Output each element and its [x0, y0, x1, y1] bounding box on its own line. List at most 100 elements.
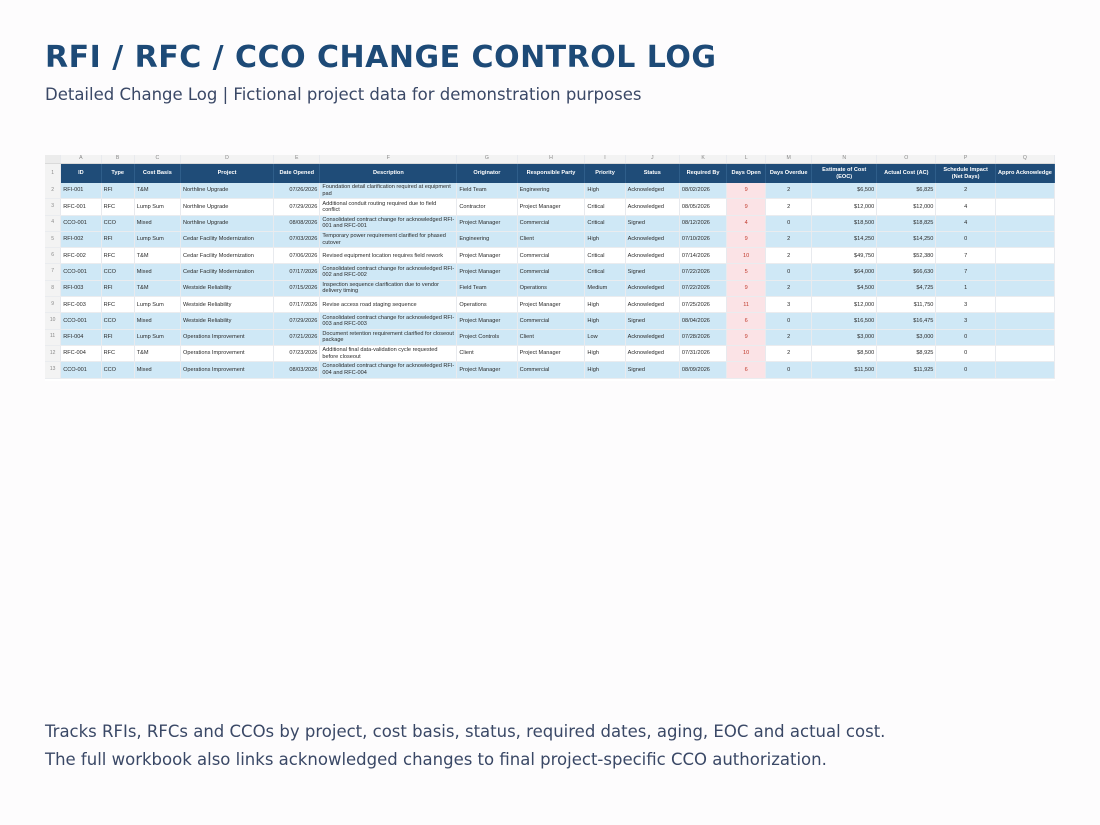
cell-approval[interactable]	[995, 183, 1055, 200]
cell-description[interactable]: Inspection sequence clarification due to…	[319, 279, 458, 298]
cell-status[interactable]: Signed	[625, 215, 680, 232]
cell-originator[interactable]: Project Controls	[456, 328, 518, 346]
cell-required-by[interactable]: 07/10/2026	[679, 230, 728, 249]
cell-date-opened[interactable]: 08/03/2026	[273, 361, 321, 379]
cell-cost-basis[interactable]: Mixed	[134, 312, 182, 330]
cell-approval[interactable]	[995, 361, 1055, 379]
cell-required-by[interactable]: 07/28/2026	[679, 328, 728, 346]
cell-responsible-party[interactable]: Client	[517, 230, 586, 249]
cell-originator[interactable]: Project Manager	[456, 263, 518, 281]
cell-eoc[interactable]: $18,500	[811, 215, 878, 232]
table-row[interactable]: 11 RFI-004 RFI Lump Sum Operations Improveme…	[45, 328, 1055, 346]
column-header-id[interactable]: ID	[60, 163, 102, 183]
cell-eoc[interactable]: $49,750	[811, 247, 878, 265]
column-header-date-opened[interactable]: Date Opened	[273, 163, 321, 183]
cell-schedule-impact[interactable]: 3	[935, 296, 996, 314]
cell-priority[interactable]: High	[584, 183, 626, 200]
cell-eoc[interactable]: $14,250	[811, 230, 878, 249]
cell-days-open[interactable]: 10	[726, 345, 767, 363]
cell-type[interactable]: CCO	[101, 215, 135, 232]
cell-days-open[interactable]: 6	[726, 361, 767, 379]
column-letter[interactable]: F	[319, 155, 458, 164]
cell-status[interactable]: Acknowledged	[625, 183, 680, 200]
cell-type[interactable]: RFI	[101, 328, 135, 346]
cell-responsible-party[interactable]: Commercial	[517, 312, 586, 330]
cell-description[interactable]: Consolidated contract change for acknowl…	[319, 215, 458, 232]
row-number[interactable]: 8	[45, 279, 62, 298]
cell-priority[interactable]: High	[584, 230, 626, 249]
cell-actual-cost[interactable]: $14,250	[876, 230, 937, 249]
cell-actual-cost[interactable]: $3,000	[876, 328, 937, 346]
cell-days-overdue[interactable]: 2	[765, 230, 813, 249]
cell-cost-basis[interactable]: Mixed	[134, 263, 182, 281]
row-number[interactable]: 11	[45, 328, 62, 346]
cell-days-open[interactable]: 5	[726, 263, 767, 281]
cell-date-opened[interactable]: 07/29/2026	[273, 312, 321, 330]
cell-project[interactable]: Operations Improvement	[180, 328, 275, 346]
cell-project[interactable]: Northline Upgrade	[180, 215, 275, 232]
cell-responsible-party[interactable]: Operations	[517, 279, 586, 298]
cell-id[interactable]: CCO-001	[60, 361, 102, 379]
cell-type[interactable]: RFI	[101, 230, 135, 249]
row-number[interactable]: 2	[45, 183, 62, 200]
cell-originator[interactable]: Engineering	[456, 230, 518, 249]
cell-type[interactable]: RFC	[101, 345, 135, 363]
cell-days-open[interactable]: 9	[726, 183, 767, 200]
cell-description[interactable]: Consolidated contract change for acknowl…	[319, 361, 458, 379]
cell-originator[interactable]: Project Manager	[456, 312, 518, 330]
table-row[interactable]: 9 RFC-003 RFC Lump Sum Westside Reliability 0…	[45, 296, 1055, 314]
cell-type[interactable]: CCO	[101, 312, 135, 330]
cell-actual-cost[interactable]: $4,725	[876, 279, 937, 298]
cell-days-overdue[interactable]: 0	[765, 312, 813, 330]
cell-schedule-impact[interactable]: 0	[935, 361, 996, 379]
cell-description[interactable]: Consolidated contract change for acknowl…	[319, 263, 458, 281]
cell-priority[interactable]: Critical	[584, 247, 626, 265]
row-number[interactable]: 10	[45, 312, 62, 330]
cell-cost-basis[interactable]: Lump Sum	[134, 198, 182, 216]
cell-responsible-party[interactable]: Project Manager	[517, 198, 586, 216]
cell-date-opened[interactable]: 07/17/2026	[273, 296, 321, 314]
column-letter[interactable]: B	[101, 155, 135, 164]
column-header-project[interactable]: Project	[180, 163, 275, 183]
row-number[interactable]: 5	[45, 230, 62, 249]
cell-days-open[interactable]: 9	[726, 328, 767, 346]
cell-cost-basis[interactable]: Mixed	[134, 361, 182, 379]
cell-type[interactable]: RFI	[101, 183, 135, 200]
cell-days-overdue[interactable]: 2	[765, 345, 813, 363]
cell-approval[interactable]	[995, 230, 1055, 249]
cell-date-opened[interactable]: 07/23/2026	[273, 345, 321, 363]
column-header-days-overdue[interactable]: Days Overdue	[765, 163, 813, 183]
cell-actual-cost[interactable]: $12,000	[876, 198, 937, 216]
cell-project[interactable]: Operations Improvement	[180, 361, 275, 379]
table-row[interactable]: 7 CCO-001 CCO Mixed Cedar Facility Moderniza…	[45, 263, 1055, 281]
cell-cost-basis[interactable]: T&M	[134, 345, 182, 363]
cell-description[interactable]: Temporary power requirement clarified fo…	[319, 230, 458, 249]
cell-date-opened[interactable]: 07/06/2026	[273, 247, 321, 265]
cell-days-overdue[interactable]: 0	[765, 263, 813, 281]
cell-priority[interactable]: Medium	[584, 279, 626, 298]
cell-originator[interactable]: Contractor	[456, 198, 518, 216]
cell-priority[interactable]: Low	[584, 328, 626, 346]
cell-status[interactable]: Signed	[625, 312, 680, 330]
cell-days-open[interactable]: 4	[726, 215, 767, 232]
row-number[interactable]: 3	[45, 198, 62, 216]
table-row[interactable]: 10 CCO-001 CCO Mixed Westside Reliability 07/…	[45, 312, 1055, 330]
cell-days-overdue[interactable]: 2	[765, 183, 813, 200]
column-header-responsible-party[interactable]: Responsible Party	[517, 163, 586, 183]
cell-eoc[interactable]: $4,500	[811, 279, 878, 298]
cell-originator[interactable]: Project Manager	[456, 215, 518, 232]
table-row[interactable]: 6 RFC-002 RFC T&M Cedar Facility Modernizati…	[45, 247, 1055, 265]
cell-required-by[interactable]: 08/05/2026	[679, 198, 728, 216]
table-row[interactable]: 8 RFI-003 RFI T&M Westside Reliability 07/15/…	[45, 279, 1055, 298]
column-header-schedule-impact[interactable]: Schedule Impact (Net Days)	[935, 163, 996, 183]
cell-description[interactable]: Consolidated contract change for acknowl…	[319, 312, 458, 330]
cell-priority[interactable]: Critical	[584, 215, 626, 232]
cell-required-by[interactable]: 08/02/2026	[679, 183, 728, 200]
column-header-cost-basis[interactable]: Cost Basis	[134, 163, 182, 183]
cell-description[interactable]: Additional conduit routing required due …	[319, 198, 458, 216]
cell-cost-basis[interactable]: Mixed	[134, 215, 182, 232]
cell-days-overdue[interactable]: 0	[765, 361, 813, 379]
column-letter[interactable]: O	[876, 155, 937, 164]
column-letter[interactable]: H	[517, 155, 586, 164]
column-header-approval[interactable]: Appro Acknowledge	[995, 163, 1055, 183]
